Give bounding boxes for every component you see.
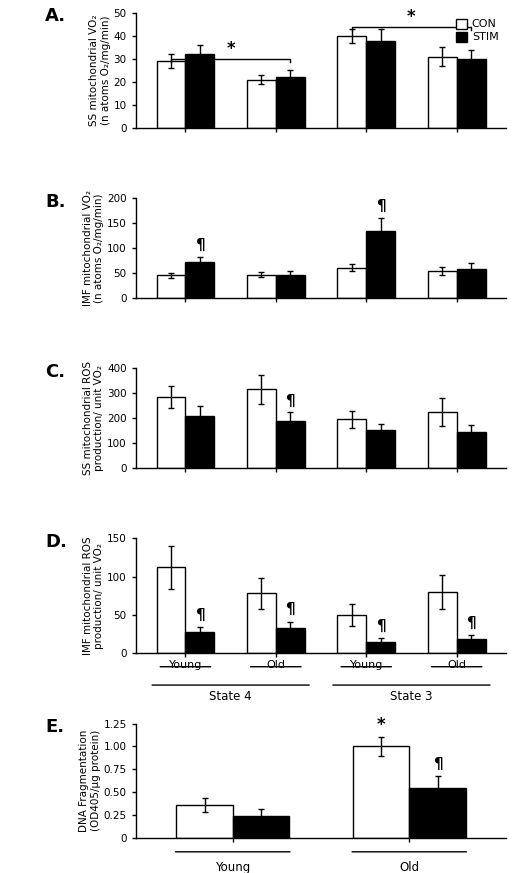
Text: Young: Young [215,861,251,873]
Y-axis label: IMF mitochondrial ROS
production/ unit VO₂: IMF mitochondrial ROS production/ unit V… [82,536,104,655]
Bar [185,632,215,653]
Bar [276,77,305,127]
Bar [176,805,233,838]
Bar [157,275,185,298]
Bar [366,642,395,653]
Text: ¶: ¶ [433,758,442,773]
Legend: CON, STIM: CON, STIM [454,17,501,45]
Text: State 3: State 3 [390,690,433,703]
Text: A.: A. [45,7,66,25]
Bar [409,787,466,838]
Bar [157,567,185,653]
Text: C.: C. [45,363,65,382]
Bar [185,416,215,468]
Bar [457,432,485,468]
Bar [457,269,485,298]
Bar [247,275,276,298]
Text: State 4: State 4 [209,690,252,703]
Bar [276,275,305,298]
Bar [457,639,485,653]
Bar [157,61,185,127]
Text: *: * [407,8,416,26]
Bar [276,628,305,653]
Bar [247,79,276,127]
Bar [185,262,215,298]
Bar [457,58,485,127]
Bar [428,592,457,653]
Bar [366,230,395,298]
Text: ¶: ¶ [466,615,476,631]
Text: ¶: ¶ [286,602,295,617]
Y-axis label: SS mitochondrial ROS
production/ unit VO₂: SS mitochondrial ROS production/ unit VO… [82,361,104,475]
Text: ¶: ¶ [376,619,386,634]
Bar [247,389,276,468]
Bar [247,594,276,653]
Bar [337,268,366,298]
Text: ¶: ¶ [195,238,205,253]
Bar [428,272,457,298]
Bar [337,615,366,653]
Bar [428,57,457,127]
Text: ¶: ¶ [195,608,205,622]
Bar [157,397,185,468]
Text: Old: Old [399,861,419,873]
Y-axis label: IMF mitochondrial VO₂
(n atoms O₂/mg/min): IMF mitochondrial VO₂ (n atoms O₂/mg/min… [82,190,104,306]
Bar [366,430,395,468]
Text: B.: B. [45,193,65,211]
Bar [276,421,305,468]
Bar [337,419,366,468]
Text: *: * [227,40,235,58]
Text: E.: E. [45,718,64,736]
Text: ¶: ¶ [286,394,295,409]
Bar [233,816,289,838]
Text: *: * [377,716,385,734]
Text: D.: D. [45,533,67,551]
Bar [337,36,366,127]
Y-axis label: DNA Fragmentation
(OD405/µg protein): DNA Fragmentation (OD405/µg protein) [79,730,101,832]
Bar [428,412,457,468]
Bar [353,746,409,838]
Text: ¶: ¶ [376,199,386,214]
Bar [185,54,215,127]
Bar [366,40,395,127]
Y-axis label: SS mitochondrial VO₂
(n atoms O₂/mg/min): SS mitochondrial VO₂ (n atoms O₂/mg/min) [89,15,111,126]
